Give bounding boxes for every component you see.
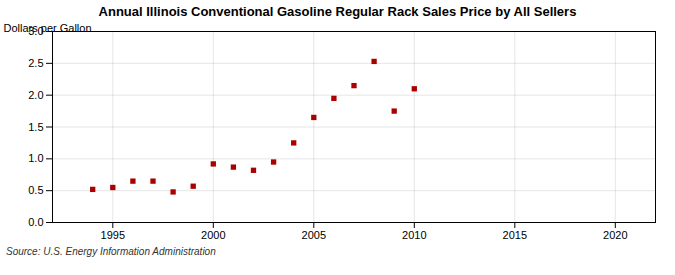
svg-text:1.0: 1.0 bbox=[28, 152, 43, 164]
svg-text:2.0: 2.0 bbox=[28, 89, 43, 101]
svg-text:2000: 2000 bbox=[201, 229, 225, 241]
svg-text:1.5: 1.5 bbox=[28, 121, 43, 133]
svg-text:2020: 2020 bbox=[603, 229, 627, 241]
svg-text:0.5: 0.5 bbox=[28, 184, 43, 196]
html-text:Source: U.S. Energy Informatio: Source: U.S. Energy Information Administ… bbox=[6, 246, 216, 257]
svg-text:1995: 1995 bbox=[101, 229, 125, 241]
svg-text:Dollars per Gallon: Dollars per Gallon bbox=[4, 22, 92, 34]
svg-text:0.0: 0.0 bbox=[28, 216, 43, 228]
svg-text:2005: 2005 bbox=[302, 229, 326, 241]
svg-text:2010: 2010 bbox=[402, 229, 426, 241]
svg-text:2.5: 2.5 bbox=[28, 57, 43, 69]
html-text:Annual Illinois Conventional G: Annual Illinois Conventional Gasoline Re… bbox=[98, 4, 577, 19]
svg-text:2015: 2015 bbox=[503, 229, 527, 241]
